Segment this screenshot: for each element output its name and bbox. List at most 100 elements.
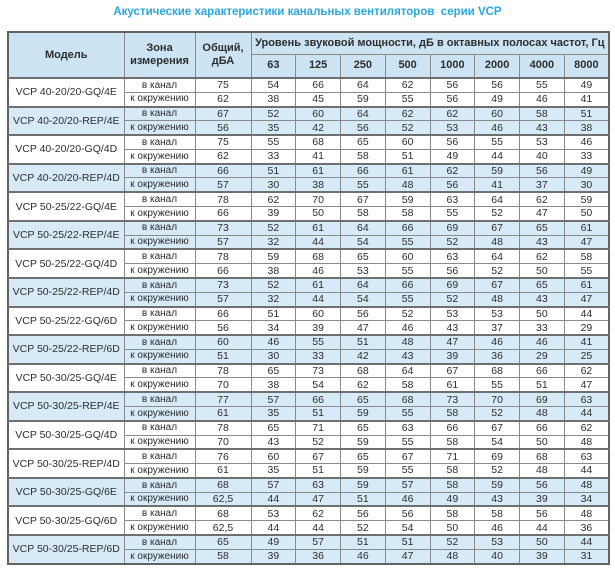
zone-cell: в канал: [123, 162, 196, 179]
level-cell-8000hz: 62: [563, 419, 610, 436]
model-cell: VCP 50-25/22-REP/4E: [7, 219, 125, 250]
level-cell-125hz: 46: [295, 263, 341, 279]
header-row-top: Модель Зона измерения Общий, дБА Уровень…: [7, 31, 610, 79]
column-header-total-dba: Общий, дБА: [194, 31, 252, 79]
level-cell-63hz: 35: [250, 463, 297, 479]
level-cell-4000hz: 66: [519, 362, 565, 379]
level-cell-250hz: 65: [340, 391, 386, 407]
level-cell-1000hz: 69: [429, 276, 476, 293]
zone-cell: в канал: [123, 105, 196, 122]
level-cell-63hz: 44: [250, 491, 297, 507]
total-dba-cell: 57: [194, 234, 252, 250]
level-cell-1000hz: 58: [429, 505, 476, 522]
level-cell-8000hz: 62: [563, 362, 610, 379]
level-cell-1000hz: 58: [429, 476, 476, 493]
level-cell-63hz: 38: [250, 263, 297, 279]
level-cell-63hz: 30: [250, 177, 297, 193]
level-cell-63hz: 35: [250, 120, 297, 136]
level-cell-125hz: 52: [295, 434, 341, 450]
level-cell-500hz: 51: [384, 148, 431, 165]
level-cell-4000hz: 43: [519, 120, 565, 136]
level-cell-4000hz: 69: [519, 391, 565, 407]
zone-cell: к окружению: [123, 91, 196, 108]
table-body: VCP 40-20/20-GQ/4E в канал 75 54 66 64 62 56 56 5…: [7, 76, 610, 565]
total-dba-cell: 56: [194, 120, 252, 136]
level-cell-500hz: 54: [384, 520, 431, 536]
table-row: VCP 50-30/25-REP/6D в канал 65 49 57 51 51 52 53…: [7, 533, 610, 565]
level-cell-8000hz: 48: [563, 505, 610, 522]
level-cell-63hz: 51: [250, 305, 297, 322]
level-cell-1000hz: 52: [429, 533, 476, 550]
level-cell-125hz: 54: [295, 377, 341, 393]
level-cell-250hz: 64: [340, 76, 386, 93]
table-row: VCP 50-30/25-REP/4D в канал 76 60 67 65 67 71 69…: [7, 448, 610, 479]
level-cell-125hz: 45: [295, 91, 341, 108]
table-row: VCP 50-30/25-GQ/6E в канал 68 57 63 59 57 58 59 5…: [7, 476, 610, 507]
table-row: VCP 50-25/22-GQ/6D в канал 66 51 60 56 52 53 53 5…: [7, 305, 610, 336]
level-cell-250hz: 51: [340, 334, 386, 350]
zone-cell: в канал: [123, 334, 196, 350]
total-dba-cell: 61: [194, 463, 252, 479]
level-cell-2000hz: 52: [474, 463, 520, 479]
level-cell-63hz: 32: [250, 291, 297, 308]
column-header-freq-250: 250: [340, 53, 386, 79]
table-row: к окружению 66 39 50 58 58 55 52 47 50: [8, 206, 610, 222]
level-cell-125hz: 68: [295, 134, 341, 150]
level-cell-4000hz: 58: [519, 105, 565, 122]
level-cell-8000hz: 34: [563, 491, 610, 507]
level-cell-125hz: 68: [295, 248, 341, 265]
level-cell-2000hz: 41: [474, 177, 520, 193]
level-cell-8000hz: 44: [563, 305, 610, 322]
level-cell-4000hz: 56: [519, 162, 565, 179]
level-cell-1000hz: 53: [429, 305, 476, 322]
table-row: к окружению 57 32 44 54 55 52 48 43 47: [8, 291, 610, 308]
column-header-freq-63: 63: [250, 53, 297, 79]
zone-cell: в канал: [123, 533, 196, 550]
zone-cell: к окружению: [123, 491, 196, 507]
level-cell-250hz: 56: [340, 305, 386, 322]
level-cell-63hz: 57: [250, 391, 297, 407]
level-cell-1000hz: 63: [429, 248, 476, 265]
zone-cell: к окружению: [123, 548, 196, 565]
column-header-spectrum: Уровень звуковой мощности, дБ в октавных…: [250, 31, 610, 55]
total-dba-cell: 78: [194, 419, 252, 436]
level-cell-8000hz: 55: [563, 263, 610, 279]
total-dba-cell: 78: [194, 362, 252, 379]
level-cell-125hz: 36: [295, 548, 341, 565]
level-cell-4000hz: 46: [519, 334, 565, 350]
table-row: к окружению 61 35 51 59 55 58 52 48 44: [8, 405, 610, 422]
column-header-zone: Зона измерения: [123, 31, 196, 79]
level-cell-125hz: 61: [295, 276, 341, 293]
zone-cell: в канал: [123, 276, 196, 293]
level-cell-250hz: 53: [340, 263, 386, 279]
level-cell-2000hz: 69: [474, 448, 520, 465]
zone-cell: к окружению: [123, 291, 196, 308]
total-dba-cell: 68: [194, 476, 252, 493]
total-dba-cell: 62: [194, 148, 252, 165]
level-cell-1000hz: 49: [429, 148, 476, 165]
total-dba-cell: 70: [194, 434, 252, 450]
table-row: к окружению 57 32 44 54 55 52 48 43 47: [8, 234, 610, 250]
level-cell-1000hz: 56: [429, 263, 476, 279]
table-row: VCP 50-30/25-GQ/6D в канал 68 53 62 56 56 58 58 5…: [7, 505, 610, 536]
level-cell-125hz: 61: [295, 162, 341, 179]
level-cell-2000hz: 68: [474, 362, 520, 379]
level-cell-250hz: 56: [340, 120, 386, 136]
level-cell-4000hz: 48: [519, 463, 565, 479]
model-cell: VCP 50-30/25-REP/4E: [7, 391, 125, 422]
model-cell: VCP 50-25/22-REP/4D: [7, 276, 125, 307]
level-cell-500hz: 46: [384, 491, 431, 507]
zone-cell: в канал: [123, 419, 196, 436]
level-cell-250hz: 64: [340, 219, 386, 236]
model-cell: VCP 50-30/25-GQ/4D: [7, 419, 125, 450]
level-cell-63hz: 54: [250, 76, 297, 93]
model-cell: VCP 50-30/25-REP/4D: [7, 448, 125, 479]
level-cell-250hz: 65: [340, 419, 386, 436]
level-cell-8000hz: 61: [563, 276, 610, 293]
level-cell-250hz: 64: [340, 276, 386, 293]
level-cell-500hz: 60: [384, 248, 431, 265]
level-cell-500hz: 66: [384, 276, 431, 293]
level-cell-1000hz: 56: [429, 134, 476, 150]
level-cell-2000hz: 54: [474, 434, 520, 450]
